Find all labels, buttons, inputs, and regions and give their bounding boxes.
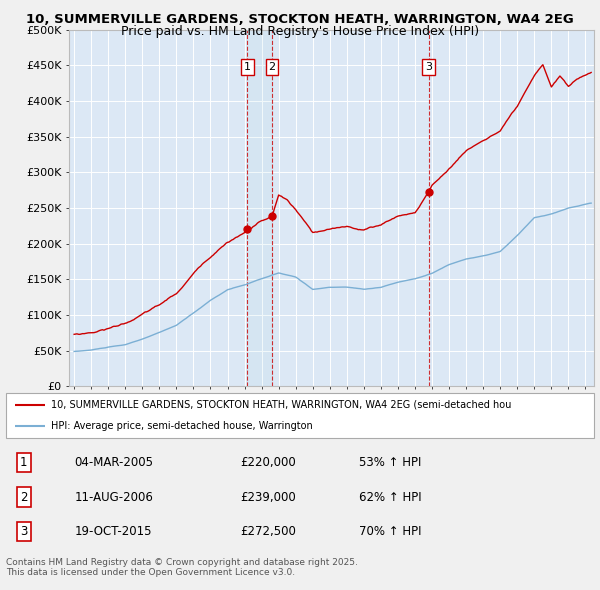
- Text: 10, SUMMERVILLE GARDENS, STOCKTON HEATH, WARRINGTON, WA4 2EG (semi-detached hou: 10, SUMMERVILLE GARDENS, STOCKTON HEATH,…: [50, 399, 511, 409]
- Text: 53% ↑ HPI: 53% ↑ HPI: [359, 456, 422, 469]
- Text: 19-OCT-2015: 19-OCT-2015: [74, 525, 152, 538]
- Text: 11-AUG-2006: 11-AUG-2006: [74, 490, 153, 504]
- Text: 1: 1: [244, 62, 251, 72]
- Text: £220,000: £220,000: [241, 456, 296, 469]
- Text: 10, SUMMERVILLE GARDENS, STOCKTON HEATH, WARRINGTON, WA4 2EG: 10, SUMMERVILLE GARDENS, STOCKTON HEATH,…: [26, 13, 574, 26]
- Text: £272,500: £272,500: [241, 525, 296, 538]
- Text: 2: 2: [20, 490, 28, 504]
- Text: 70% ↑ HPI: 70% ↑ HPI: [359, 525, 422, 538]
- Text: HPI: Average price, semi-detached house, Warrington: HPI: Average price, semi-detached house,…: [50, 421, 312, 431]
- Text: 1: 1: [20, 456, 28, 469]
- Text: Contains HM Land Registry data © Crown copyright and database right 2025.
This d: Contains HM Land Registry data © Crown c…: [6, 558, 358, 577]
- Text: Price paid vs. HM Land Registry's House Price Index (HPI): Price paid vs. HM Land Registry's House …: [121, 25, 479, 38]
- FancyBboxPatch shape: [6, 392, 594, 438]
- Text: 2: 2: [268, 62, 275, 72]
- Text: 04-MAR-2005: 04-MAR-2005: [74, 456, 153, 469]
- Text: 62% ↑ HPI: 62% ↑ HPI: [359, 490, 422, 504]
- Bar: [247, 30, 272, 386]
- Text: 3: 3: [425, 62, 432, 72]
- Text: 3: 3: [20, 525, 28, 538]
- Text: £239,000: £239,000: [241, 490, 296, 504]
